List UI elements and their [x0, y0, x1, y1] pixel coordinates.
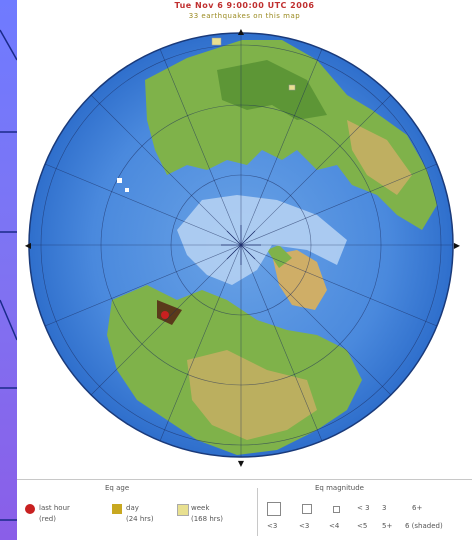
earthquake-marker[interactable]	[288, 84, 296, 91]
legend-magnitude-box	[302, 504, 312, 514]
background-decoration	[0, 29, 18, 521]
legend-age-sub: (168 hrs)	[191, 515, 224, 523]
legend: Eq age last hour (red) day (24 hrs) week…	[17, 479, 472, 541]
marker-north: ▲	[238, 27, 245, 36]
legend-age-swatch	[25, 504, 35, 514]
earthquake-marker[interactable]	[211, 37, 222, 46]
legend-magnitude-row: <4	[329, 522, 340, 530]
landmass-dark-region	[157, 300, 182, 325]
polar-map[interactable]: ▲ ▼ ◀ ▶	[17, 0, 472, 480]
earthquake-marker[interactable]	[125, 188, 129, 192]
legend-magnitude-value: 3	[382, 504, 387, 512]
earthquake-marker[interactable]	[161, 311, 169, 319]
landmass-north-america	[145, 40, 437, 230]
legend-magnitude-row: <3	[299, 522, 310, 530]
landmass-greenland	[272, 250, 327, 310]
earthquake-marker[interactable]	[117, 178, 122, 183]
map-panel: ▲ ▼ ◀ ▶ Tue Nov 6 9:00:00 UTC 2006 33 ea…	[17, 0, 472, 541]
legend-magnitude-value: 6+	[412, 504, 423, 512]
landmass-greenland-coast	[267, 245, 292, 268]
legend-age-swatch	[177, 504, 189, 516]
landmass-plateau-east	[347, 120, 412, 195]
marker-south: ▼	[238, 459, 245, 468]
legend-magnitude-row: <5	[357, 522, 368, 530]
legend-magnitude-title: Eq magnitude	[315, 484, 364, 492]
landmass-eurasia-steppe	[187, 350, 317, 440]
map-subtitle: 33 earthquakes on this map	[188, 12, 301, 20]
pole-rays	[221, 225, 261, 265]
legend-magnitude-value: < 3	[357, 504, 370, 512]
marker-east: ▶	[454, 241, 461, 250]
legend-age-title: Eq age	[105, 484, 130, 492]
marker-west: ◀	[25, 241, 32, 250]
legend-magnitude-row: 6 (shaded)	[405, 522, 443, 530]
legend-age-swatch	[112, 504, 122, 514]
arctic-ice	[177, 195, 347, 285]
earthquake-markers	[117, 37, 296, 319]
legend-age-label: week	[191, 504, 210, 512]
legend-age-label: last hour	[39, 504, 70, 512]
legend-magnitude-box	[267, 502, 281, 516]
legend-magnitude-row: 5+	[382, 522, 393, 530]
map-title: Tue Nov 6 9:00:00 UTC 2006	[174, 1, 315, 10]
legend-age-sub: (24 hrs)	[126, 515, 154, 523]
legend-divider	[257, 488, 258, 536]
legend-age-label: day	[126, 504, 139, 512]
legend-age-sub: (red)	[39, 515, 56, 523]
legend-magnitude-box	[333, 506, 340, 513]
legend-magnitude-row: <3	[267, 522, 278, 530]
